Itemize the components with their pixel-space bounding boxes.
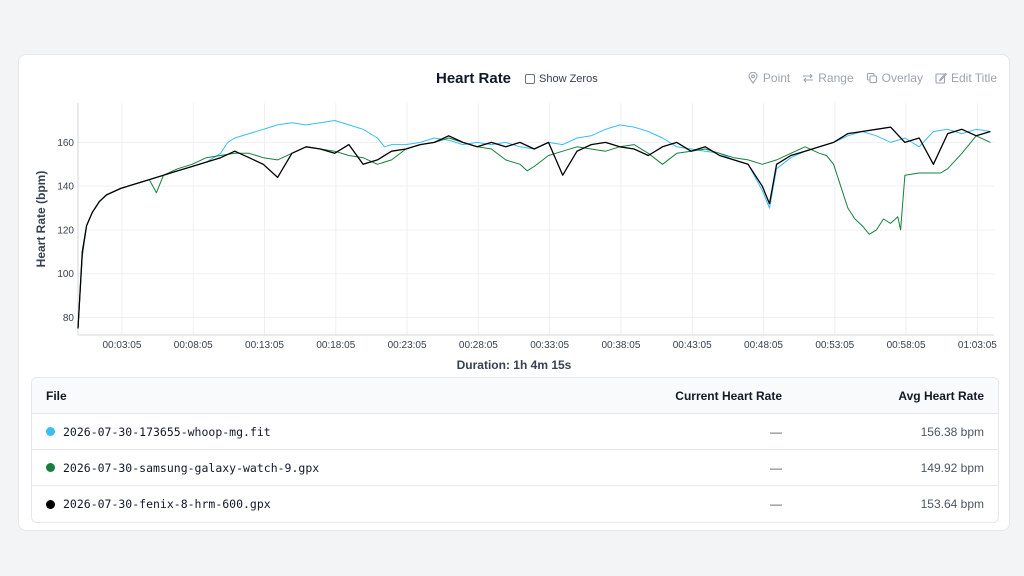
chart-title: Heart Rate (436, 70, 512, 87)
show-zeros-checkbox[interactable] (525, 74, 535, 84)
copy-icon (866, 72, 877, 84)
y-tick-label: 140 (57, 182, 74, 193)
y-tick-label: 120 (57, 225, 74, 236)
y-axis-title: Heart Rate (bpm) (34, 171, 48, 268)
x-tick-label: 00:23:05 (388, 340, 427, 351)
x-tick-label: 00:03:05 (102, 340, 141, 351)
edit-title-button[interactable]: Edit Title (935, 71, 997, 85)
table-row[interactable]: 2026-07-30-samsung-galaxy-watch-9.gpx — … (32, 450, 998, 486)
table-row[interactable]: 2026-07-30-fenix-8-hrm-600.gpx — 153.64 … (32, 486, 998, 522)
series-line-3 (77, 126, 991, 329)
current-heart-rate: — (770, 497, 782, 511)
overlay-tool-button[interactable]: Overlay (866, 71, 923, 85)
x-tick-label: 01:03:05 (958, 340, 997, 351)
show-zeros-label: Show Zeros (539, 73, 598, 85)
edit-icon (935, 72, 947, 84)
x-tick-label: 00:48:05 (744, 340, 783, 351)
x-tick-label: 00:13:05 (245, 340, 284, 351)
avg-heart-rate: 149.92 bpm (920, 460, 984, 475)
series-line-2 (77, 135, 991, 329)
file-name: 2026-07-30-fenix-8-hrm-600.gpx (63, 497, 271, 511)
x-tick-label: 00:28:05 (459, 340, 498, 351)
x-tick-label: 00:53:05 (815, 340, 854, 351)
col-avg-header: Avg Heart Rate (898, 388, 984, 403)
chart-toolbar: Point Range Overlay Edit Title (747, 71, 997, 85)
series-color-dot (46, 499, 55, 509)
edit-title-label: Edit Title (950, 71, 997, 85)
avg-heart-rate: 153.64 bpm (920, 497, 984, 511)
show-zeros-toggle[interactable]: Show Zeros (525, 73, 598, 85)
range-tool-button[interactable]: Range (802, 71, 854, 85)
x-tick-label: 00:38:05 (601, 340, 640, 351)
overlay-tool-label: Overlay (881, 71, 923, 85)
table-row[interactable]: 2026-07-30-173655-whoop-mg.fit — 156.38 … (32, 414, 998, 450)
series-line-1 (77, 120, 991, 329)
series-color-dot (46, 427, 55, 436)
current-heart-rate: — (770, 424, 782, 439)
col-file-header: File (46, 388, 67, 403)
series-color-dot (46, 463, 55, 472)
x-axis-title: Duration: 1h 4m 15s (456, 358, 572, 372)
x-tick-label: 00:43:05 (673, 340, 712, 351)
col-current-header: Current Heart Rate (675, 388, 782, 403)
avg-heart-rate: 156.38 bpm (920, 424, 984, 439)
pin-icon (748, 72, 758, 84)
file-name: 2026-07-30-173655-whoop-mg.fit (63, 424, 271, 439)
x-tick-label: 00:33:05 (530, 340, 569, 351)
range-tool-label: Range (818, 71, 854, 85)
x-tick-label: 00:08:05 (174, 340, 213, 351)
arrows-icon (803, 73, 814, 83)
y-tick-label: 80 (63, 313, 75, 324)
y-tick-label: 100 (57, 269, 74, 280)
heart-rate-chart[interactable]: 80 100 120 140 160 00:03:05 00:08:05 00:13:05 00… (19, 55, 1011, 375)
point-tool-label: Point (762, 71, 791, 85)
file-table: File Current Heart Rate Avg Heart Rate 2… (31, 377, 999, 523)
chart-header: Heart Rate Show Zeros Point Range Overla… (19, 55, 1009, 103)
current-heart-rate: — (770, 460, 782, 475)
x-tick-label: 00:18:05 (316, 340, 355, 351)
x-tick-label: 00:58:05 (887, 340, 926, 351)
point-tool-button[interactable]: Point (747, 71, 790, 85)
y-tick-label: 160 (57, 138, 74, 149)
table-header: File Current Heart Rate Avg Heart Rate (32, 378, 998, 414)
heart-rate-card: Heart Rate Show Zeros Point Range Overla… (18, 54, 1010, 531)
file-name: 2026-07-30-samsung-galaxy-watch-9.gpx (63, 460, 320, 475)
